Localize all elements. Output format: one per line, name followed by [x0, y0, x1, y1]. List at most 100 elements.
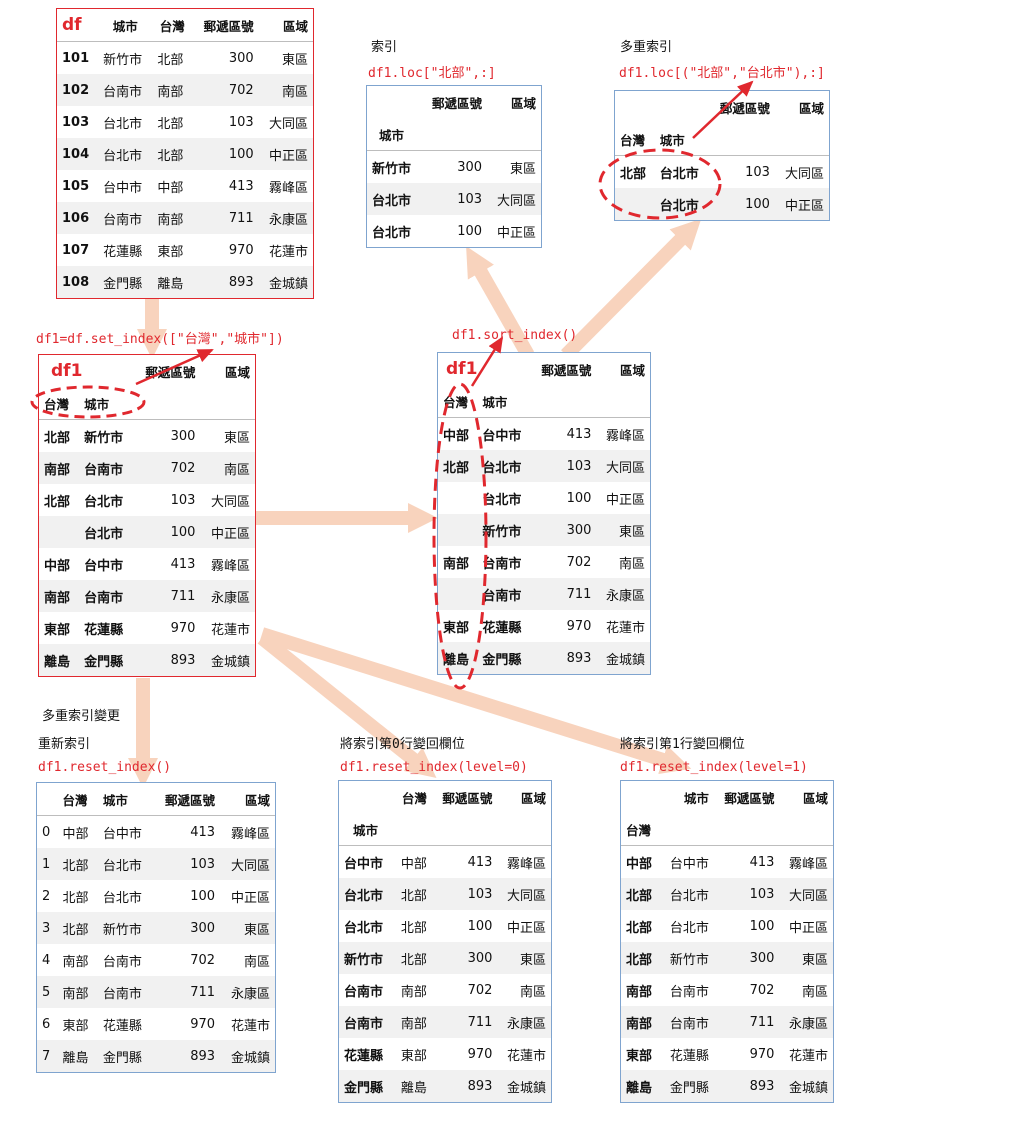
loc-title: 索引: [371, 40, 398, 55]
cell-city: 台北市: [660, 878, 714, 910]
cell-index-region: [438, 578, 478, 610]
table-row: 106 台南市 南部 711 永康區: [57, 202, 313, 234]
table-row: 7 離島 金門縣 893 金城鎮: [37, 1040, 275, 1072]
cell-district: 霧峰區: [605, 428, 645, 444]
cell-city: 台北市: [669, 920, 709, 936]
cell-city: 新竹市: [97, 912, 153, 944]
table-row: 北部 台北市 100 中正區: [621, 910, 833, 942]
cell-district: 永康區: [220, 976, 275, 1008]
cell-zip: 970: [566, 618, 592, 634]
cell-index-region: 南部: [621, 1006, 661, 1038]
cell-index-region: 北部: [621, 942, 661, 974]
cell-zip: 413: [170, 556, 196, 572]
cell-index-city: 台中市: [482, 428, 522, 444]
df1-index-region: 台灣: [39, 387, 80, 420]
cell-city: 花蓮縣: [669, 1048, 709, 1064]
reset-title: 重新索引: [38, 737, 91, 752]
sorted-index-region: 台灣: [438, 385, 478, 418]
table-row: 108 金門縣 離島 893 金城鎮: [57, 266, 313, 298]
cell-district: 霧峰區: [210, 558, 250, 574]
cell-region: 東部: [157, 244, 184, 260]
reset1-col-zip: 郵遞區號: [724, 790, 775, 806]
sorted-table: df1 郵遞區號 區域 台灣 城市 中部 台中市 413 霧峰區 北部 台北市 103 大同區…: [437, 352, 651, 675]
cell-zip: 413: [566, 426, 592, 442]
cell-zip: 893: [530, 642, 597, 674]
table-row: 台南市 南部 711 永康區: [339, 1006, 551, 1038]
cell-district: 東區: [779, 942, 833, 974]
cell-city: 台南市: [102, 954, 142, 970]
cell-zip: 702: [192, 74, 259, 106]
cell-index-city: 台北市: [344, 920, 384, 936]
cell-district: 中正區: [506, 920, 546, 936]
cell-city: 新竹市: [103, 52, 143, 68]
table-row: 3 北部 新竹市 300 東區: [37, 912, 275, 944]
cell-city: 花蓮縣: [103, 244, 143, 260]
cell-index-city: 新竹市: [339, 942, 393, 974]
cell-district: 大同區: [487, 183, 541, 215]
table-row: 105 台中市 中部 413 霧峰區: [57, 170, 313, 202]
cell-district: 永康區: [497, 1006, 551, 1038]
loc-col-district: 區域: [510, 95, 536, 111]
table-row: 台北市 100 中正區: [438, 482, 650, 514]
cell-zip: 970: [749, 1046, 775, 1062]
cell-city: 台南市: [660, 1006, 714, 1038]
cell-index-city: 花蓮縣: [84, 622, 124, 638]
cell-index-region: 中部: [443, 428, 470, 444]
table-row: 南部 台南市 702 南區: [438, 546, 650, 578]
table-row: 北部 台北市 103 大同區: [615, 156, 829, 189]
cell-region: 北部: [157, 52, 184, 68]
cell-region: 北部: [392, 878, 432, 910]
row-index: 107: [62, 242, 90, 258]
reset-code: df1.reset_index(): [38, 760, 172, 775]
table-row: 107 花蓮縣 東部 970 花蓮市: [57, 234, 313, 266]
cell-index-region: 離島: [39, 644, 80, 676]
cell-district: 永康區: [779, 1006, 833, 1038]
cell-zip: 100: [133, 516, 201, 548]
table-row: 北部 新竹市 300 東區: [621, 942, 833, 974]
table-row: 南部 台南市 711 永康區: [621, 1006, 833, 1038]
cell-zip: 300: [431, 942, 498, 974]
table-row: 103 台北市 北部 103 大同區: [57, 106, 313, 138]
table-row: 台北市 100 中正區: [39, 516, 255, 548]
cell-city: 台北市: [97, 848, 153, 880]
cell-district: 南區: [258, 74, 313, 106]
cell-district: 大同區: [220, 848, 275, 880]
table-row: 102 台南市 南部 702 南區: [57, 74, 313, 106]
cell-zip: 711: [133, 580, 201, 612]
cell-region: 北部: [62, 890, 89, 906]
arrow-sorted-to-multi: [561, 218, 702, 360]
cell-district: 花蓮市: [210, 622, 250, 638]
cell-region: 中部: [400, 856, 427, 872]
cell-district: 中正區: [496, 225, 536, 241]
cell-city: 台南市: [97, 976, 153, 1008]
cell-region: 離島: [392, 1070, 432, 1102]
reset-table: 台灣 城市 郵遞區號 區域 0 中部 台中市 413 霧峰區 1 北部 台北市 103 大同區 2 北…: [36, 782, 276, 1073]
table-row: 104 台北市 北部 100 中正區: [57, 138, 313, 170]
table-row: 6 東部 花蓮縣 970 花蓮市: [37, 1008, 275, 1040]
cell-district: 中正區: [605, 492, 645, 508]
cell-index-city: 台南市: [477, 578, 531, 610]
cell-index-region: 南部: [626, 984, 653, 1000]
set-index-code: df1=df.set_index(["台灣","城市"]): [36, 332, 284, 347]
cell-district: 花蓮市: [506, 1048, 546, 1064]
cell-zip: 711: [713, 1006, 780, 1038]
table-row: 中部 台中市 413 霧峰區: [438, 418, 650, 451]
cell-index-city: 台中市: [84, 558, 124, 574]
cell-zip: 300: [170, 428, 196, 444]
cell-index-region: 東部: [44, 622, 71, 638]
cell-zip: 893: [431, 1070, 498, 1102]
cell-district: 東區: [281, 52, 308, 68]
cell-zip: 970: [467, 1046, 493, 1062]
reset1-title: 將索引第1行變回欄位: [620, 737, 745, 752]
reset0-index-city: 城市: [339, 813, 393, 846]
reset1-col-city: 城市: [683, 790, 709, 806]
df-col-district: 區域: [258, 9, 313, 42]
cell-zip: 711: [530, 578, 597, 610]
multi-col-zip: 郵遞區號: [719, 100, 770, 116]
row-index: 5: [37, 976, 58, 1008]
sorted-col-district: 區域: [619, 362, 645, 378]
cell-zip: 103: [170, 492, 196, 508]
cell-index-region: 北部: [44, 494, 71, 510]
table-row: 新竹市 300 東區: [438, 514, 650, 546]
cell-region: 南部: [57, 976, 98, 1008]
